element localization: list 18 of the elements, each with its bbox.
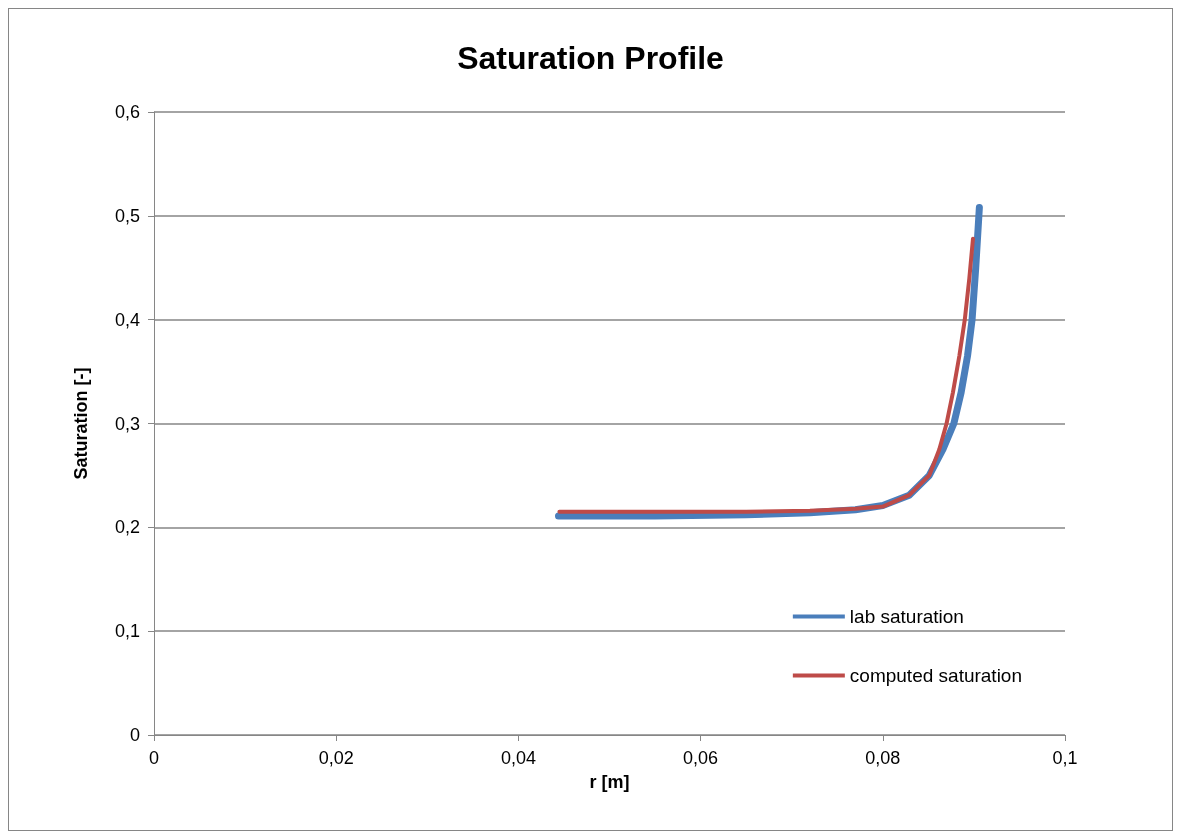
- chart-title: Saturation Profile: [457, 40, 724, 76]
- x-tick-label: 0,04: [500, 748, 536, 768]
- y-tick-label: 0,4: [114, 309, 140, 330]
- x-tick-label: 0,1: [1052, 748, 1078, 768]
- y-tick-label: 0: [129, 725, 140, 745]
- x-tick-label: 0,08: [865, 748, 901, 768]
- y-tick-label: 0,5: [114, 205, 140, 226]
- y-tick-label: 0,1: [114, 621, 140, 642]
- y-tick-label: 0,2: [114, 517, 140, 538]
- legend-label: lab saturation: [849, 606, 964, 627]
- x-axis-title: r [m]: [589, 772, 630, 792]
- x-tick-label: 0: [148, 748, 160, 768]
- x-tick-label: 0,02: [318, 748, 354, 768]
- x-tick-label: 0,06: [683, 748, 719, 768]
- y-tick-label: 0,3: [114, 413, 140, 434]
- y-tick-label: 0,6: [114, 102, 140, 122]
- y-axis-title: Saturation [-]: [71, 367, 91, 480]
- legend-label: computed saturation: [849, 665, 1023, 686]
